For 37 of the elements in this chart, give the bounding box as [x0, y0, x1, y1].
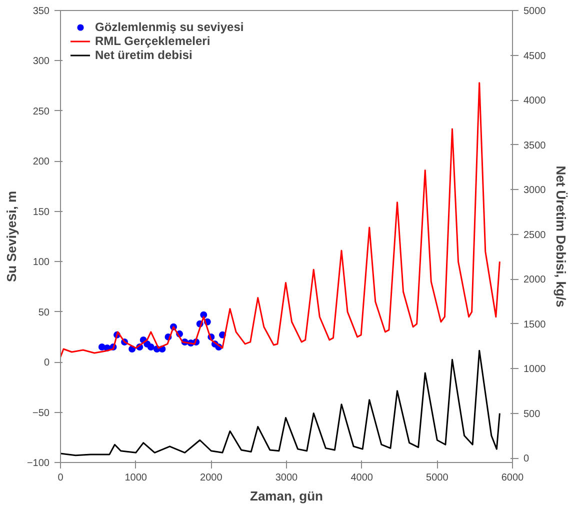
y-tick-label: 300 — [32, 56, 50, 68]
line-series — [60, 82, 500, 358]
x-tick-label: 6000 — [501, 472, 524, 484]
x-tick-label: 5000 — [426, 472, 449, 484]
y-tick-label: −50 — [32, 408, 50, 419]
line-series — [60, 350, 500, 456]
x-tick-label: 1000 — [124, 472, 148, 484]
y2-tick-label: 4000 — [524, 96, 546, 107]
y2-axis-title: Net Üretim Debisi, kg/s — [554, 166, 569, 308]
y-tick-label: 150 — [32, 206, 50, 218]
x-tick-label: 0 — [58, 472, 64, 484]
x-axis-title: Zaman, gün — [250, 488, 324, 504]
x-tick-label: 2000 — [200, 472, 223, 484]
y2-tick-label: 3000 — [524, 185, 546, 196]
y-tick-label: 50 — [38, 307, 50, 318]
y2-tick-label: 4500 — [524, 50, 546, 62]
y-tick-label: 100 — [32, 257, 50, 268]
point — [147, 343, 154, 350]
y-axis-title: Su Seviyesi, m — [4, 190, 19, 282]
y-tick-label: 350 — [32, 6, 50, 17]
legend-label: Gözlemlenmiş su seviyesi — [95, 20, 244, 34]
legend-label: RML Gerçeklemeleri — [95, 34, 210, 48]
y2-tick-label: 500 — [524, 408, 541, 420]
y2-tick-label: 2000 — [524, 274, 546, 286]
y2-tick-label: 2500 — [524, 230, 546, 241]
y2-tick-label: 1500 — [524, 319, 546, 330]
y2-tick-label: 5000 — [524, 6, 546, 17]
x-tick-label: 3000 — [275, 472, 298, 484]
y-tick-label: 0 — [44, 358, 50, 369]
y-tick-label: 200 — [32, 156, 50, 168]
y2-tick-label: 1000 — [524, 364, 546, 376]
legend-label: Net üretim debisi — [95, 48, 192, 62]
y2-tick-label: 0 — [524, 454, 530, 465]
y-tick-label: 250 — [32, 106, 50, 118]
x-tick-label: 4000 — [350, 472, 374, 484]
y2-tick-label: 3500 — [524, 140, 546, 152]
y-tick-label: −100 — [26, 458, 50, 469]
